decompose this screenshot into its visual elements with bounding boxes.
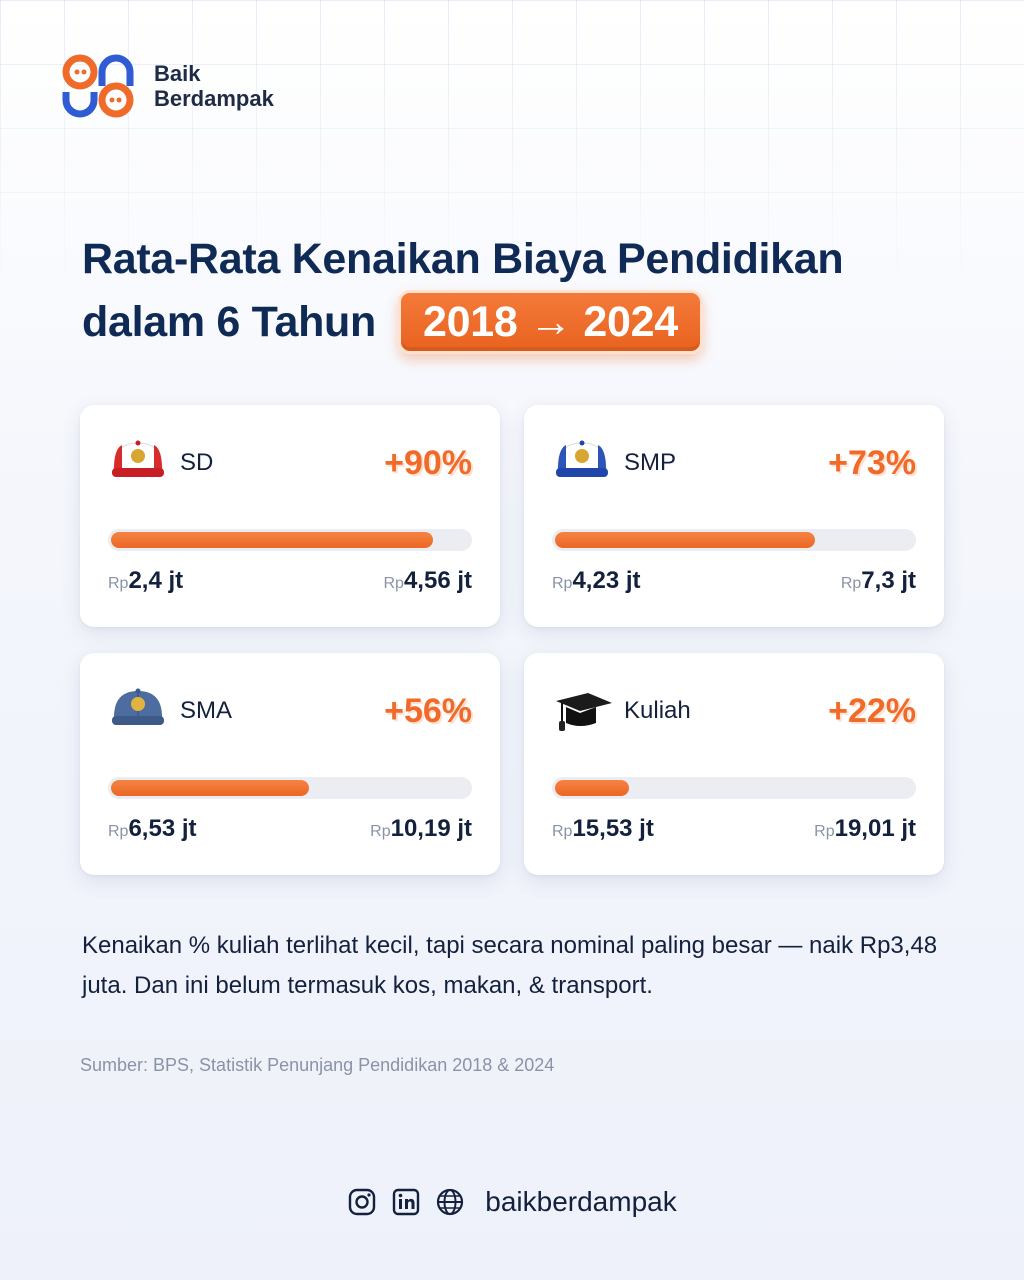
currency-prefix: Rp: [552, 575, 573, 592]
cost-2018-value: 2,4 jt: [128, 567, 184, 594]
progress-bar-fill: [108, 529, 436, 551]
brand-name: Baik Berdampak: [154, 61, 274, 111]
cost-2024-value: 4,56 jt: [403, 567, 472, 594]
linkedin-icon[interactable]: [391, 1187, 421, 1217]
cost-2018: Rp4,23 jt: [552, 567, 641, 595]
currency-prefix: Rp: [370, 823, 391, 840]
currency-prefix: Rp: [383, 575, 404, 592]
card-label: SMA: [180, 697, 233, 724]
title-line2: dalam 6 Tahun: [82, 298, 376, 346]
currency-prefix: Rp: [108, 575, 129, 592]
cost-2024-value: 10,19 jt: [390, 815, 472, 842]
cost-2018: Rp2,4 jt: [108, 567, 183, 595]
cost-2018-value: 4,23 jt: [572, 567, 641, 594]
graduation-cap-icon: [552, 683, 612, 739]
currency-prefix: Rp: [814, 823, 835, 840]
progress-bar-fill: [552, 777, 633, 799]
globe-icon[interactable]: [435, 1187, 465, 1217]
card-sd: SD +90% Rp2,4 jt Rp4,56 jt: [80, 405, 500, 627]
currency-prefix: Rp: [552, 823, 573, 840]
progress-bar-fill: [108, 777, 312, 799]
explanation-note: Kenaikan % kuliah terlihat kecil, tapi s…: [82, 932, 938, 999]
increase-percent: +22%: [828, 691, 916, 730]
card-label: Kuliah: [624, 697, 691, 724]
source-citation: Sumber: BPS, Statistik Penunjang Pendidi…: [80, 1055, 555, 1075]
card-kuliah: Kuliah +22% Rp15,53 jt Rp19,01 jt: [524, 653, 944, 875]
progress-bar: [552, 529, 916, 551]
progress-bar: [108, 529, 472, 551]
social-handle[interactable]: baikberdampak: [485, 1186, 677, 1217]
cost-2024: Rp7,3 jt: [841, 567, 916, 595]
baik-berdampak-logo-icon: [62, 54, 134, 118]
cost-2018: Rp15,53 jt: [552, 815, 654, 843]
blue-school-cap-icon: [552, 435, 612, 491]
cost-2024-value: 19,01 jt: [834, 815, 916, 842]
page-title: Rata-Rata Kenaikan Biaya Pendidikan dala…: [82, 228, 844, 354]
cost-2024: Rp19,01 jt: [814, 815, 916, 843]
progress-bar-fill: [552, 529, 818, 551]
increase-percent: +56%: [384, 691, 472, 730]
cost-2024-value: 7,3 jt: [861, 567, 916, 594]
cost-2024: Rp4,56 jt: [384, 567, 473, 595]
card-label: SD: [180, 449, 214, 476]
grey-blue-school-cap-icon: [108, 683, 168, 739]
increase-percent: +90%: [384, 443, 472, 482]
card-smp: SMP +73% Rp4,23 jt Rp7,3 jt: [524, 405, 944, 627]
cost-2018-value: 15,53 jt: [572, 815, 654, 842]
progress-bar: [108, 777, 472, 799]
currency-prefix: Rp: [840, 575, 862, 592]
footer: baikberdampak: [0, 1186, 1024, 1218]
brand-name-line2: Berdampak: [154, 86, 274, 111]
red-school-cap-icon: [108, 435, 168, 491]
currency-prefix: Rp: [108, 823, 129, 840]
brand-name-line1: Baik: [154, 61, 201, 86]
cost-2018-value: 6,53 jt: [128, 815, 197, 842]
progress-bar: [552, 777, 916, 799]
cost-2018: Rp6,53 jt: [108, 815, 197, 843]
cost-2024: Rp10,19 jt: [370, 815, 472, 843]
card-label: SMP: [624, 449, 677, 476]
brand-logo: Baik Berdampak: [62, 54, 274, 118]
grid-background: [0, 0, 1024, 300]
increase-percent: +73%: [828, 443, 916, 482]
year-range-badge: 2018 → 2024: [397, 290, 703, 354]
title-line1: Rata-Rata Kenaikan Biaya Pendidikan: [82, 235, 844, 283]
card-sma: SMA +56% Rp6,53 jt Rp10,19 jt: [80, 653, 500, 875]
instagram-icon[interactable]: [347, 1187, 377, 1217]
